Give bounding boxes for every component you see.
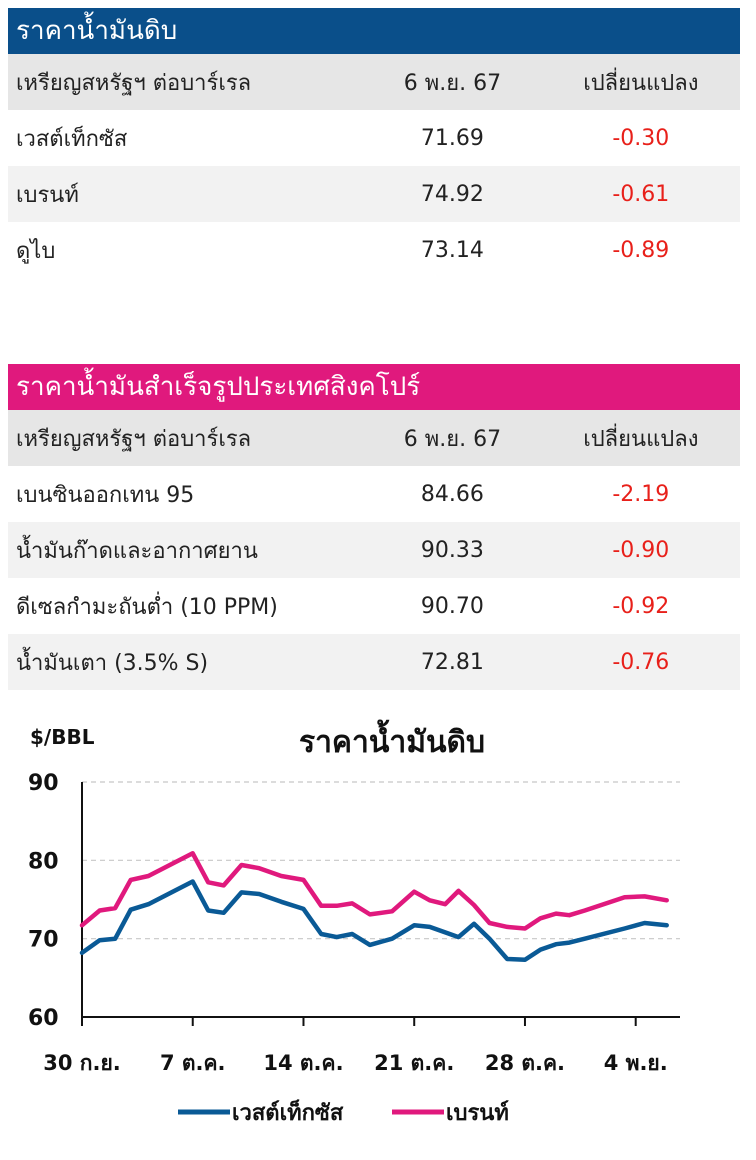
y-axis-unit-label: $/BBL — [30, 725, 95, 749]
row-name: เบนซินออกเทน 95 — [16, 482, 195, 508]
x-tick-label: 4 พ.ย. — [604, 1051, 668, 1075]
header-unit: เหรียญสหรัฐฯ ต่อบาร์เรล — [16, 426, 252, 452]
row-value: 90.70 — [420, 593, 484, 619]
x-tick-label: 7 ต.ค. — [160, 1051, 226, 1075]
header-change: เปลี่ยนแปลง — [583, 426, 699, 452]
series-lines — [79, 851, 669, 963]
row-value: 72.81 — [420, 649, 484, 675]
header-change: เปลี่ยนแปลง — [583, 70, 699, 96]
x-tick-label: 14 ต.ค. — [263, 1051, 343, 1075]
row-change: -0.76 — [612, 649, 670, 675]
row-change: -2.19 — [612, 481, 670, 507]
crude-oil-table: ราคาน้ำมันดิบ เหรียญสหรัฐฯ ต่อบาร์เรล 6 … — [8, 8, 740, 278]
legend-label: เวสต์เท็กซัส — [232, 1098, 344, 1126]
row-name: เวสต์เท็กซัส — [16, 126, 128, 152]
x-tick-label: 21 ต.ค. — [374, 1051, 454, 1075]
row-name: ดูไบ — [16, 238, 56, 264]
row-value: 84.66 — [420, 481, 484, 507]
row-name: ดีเซลกำมะถันต่ำ (10 PPM) — [16, 594, 278, 620]
row-value: 71.69 — [420, 125, 484, 151]
grid-lines — [82, 781, 680, 940]
y-tick-label: 90 — [28, 771, 59, 796]
row-value: 90.33 — [420, 537, 484, 563]
refined-products-table-title: ราคาน้ำมันสำเร็จรูปประเทศสิงคโปร์ — [8, 364, 740, 410]
header-date: 6 พ.ย. 67 — [403, 426, 502, 452]
chart-title: ราคาน้ำมันดิบ — [299, 719, 485, 760]
series-line-wti — [79, 879, 669, 963]
row-change: -0.92 — [612, 593, 670, 619]
legend-label: เบรนท์ — [446, 1100, 509, 1126]
row-change: -0.61 — [612, 181, 670, 207]
y-tick-label: 80 — [28, 849, 59, 874]
header-unit: เหรียญสหรัฐฯ ต่อบาร์เรล — [16, 70, 252, 96]
row-name: เบรนท์ — [16, 182, 79, 208]
row-name: น้ำมันก๊าดและอากาศยาน — [16, 538, 258, 564]
table-row: ดูไบ 73.14 -0.89 — [8, 222, 740, 278]
table-row: น้ำมันเตา (3.5% S) 72.81 -0.76 — [8, 634, 740, 690]
series-line-brent — [79, 851, 669, 931]
table-row: ดีเซลกำมะถันต่ำ (10 PPM) 90.70 -0.92 — [8, 578, 740, 634]
row-change: -0.89 — [612, 237, 670, 263]
x-tick-label: 28 ต.ค. — [485, 1051, 565, 1075]
y-tick-label: 70 — [28, 928, 59, 953]
crude-oil-price-chart: $/BBL ราคาน้ำมันดิบ 60 70 80 90 30 ก.ย. 7 ต.ค… — [0, 700, 756, 1156]
refined-products-table-header: เหรียญสหรัฐฯ ต่อบาร์เรล 6 พ.ย. 67 เปลี่ย… — [8, 410, 740, 466]
crude-oil-table-header: เหรียญสหรัฐฯ ต่อบาร์เรล 6 พ.ย. 67 เปลี่ย… — [8, 54, 740, 110]
crude-oil-table-title: ราคาน้ำมันดิบ — [8, 8, 740, 54]
row-change: -0.90 — [612, 537, 670, 563]
header-date: 6 พ.ย. 67 — [403, 70, 502, 96]
row-name: น้ำมันเตา (3.5% S) — [16, 650, 209, 676]
table-row: เบรนท์ 74.92 -0.61 — [8, 166, 740, 222]
table-row: เบนซินออกเทน 95 84.66 -2.19 — [8, 466, 740, 522]
row-value: 73.14 — [420, 237, 484, 263]
chart-canvas: $/BBL ราคาน้ำมันดิบ 60 70 80 90 30 ก.ย. 7 ต.ค… — [28, 719, 680, 1126]
axes: 60 70 80 90 30 ก.ย. 7 ต.ค. 14 ต.ค. 21 ต.ค. 28 ต.… — [28, 771, 680, 1075]
row-value: 74.92 — [420, 181, 484, 207]
y-tick-label: 60 — [28, 1006, 59, 1031]
table-row: น้ำมันก๊าดและอากาศยาน 90.33 -0.90 — [8, 522, 740, 578]
chart-legend: เวสต์เท็กซัส เบรนท์ — [178, 1098, 509, 1126]
x-tick-label: 30 ก.ย. — [43, 1051, 121, 1075]
refined-products-table: ราคาน้ำมันสำเร็จรูปประเทศสิงคโปร์ เหรียญ… — [8, 364, 740, 690]
row-change: -0.30 — [612, 125, 670, 151]
table-row: เวสต์เท็กซัส 71.69 -0.30 — [8, 110, 740, 166]
